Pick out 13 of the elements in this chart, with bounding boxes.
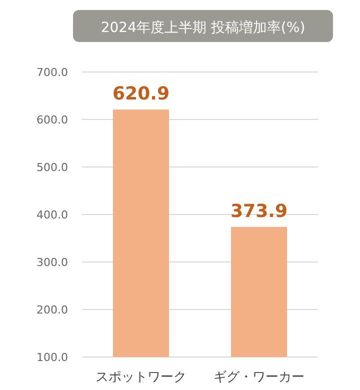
y-tick-label: 600.0 (36, 114, 68, 126)
title: 2024年度上半期 投稿増加率(%) (73, 10, 333, 42)
y-tick-label: 200.0 (36, 304, 68, 316)
y-tick-label: 300.0 (36, 256, 68, 269)
x-tick-label: ギグ・ワーカー (214, 370, 304, 385)
y-tick-label: 500.0 (36, 161, 68, 174)
y-tick-label: 100.0 (36, 351, 68, 364)
chart-title: 2024年度上半期 投稿増加率(%) (100, 19, 306, 36)
data-label: 620.9 (112, 84, 170, 105)
y-tick-label: 700.0 (36, 66, 68, 79)
x-tick-label: スポットワーク (96, 370, 186, 385)
y-tick-label: 400.0 (36, 208, 68, 222)
data-label: 373.9 (230, 200, 288, 222)
